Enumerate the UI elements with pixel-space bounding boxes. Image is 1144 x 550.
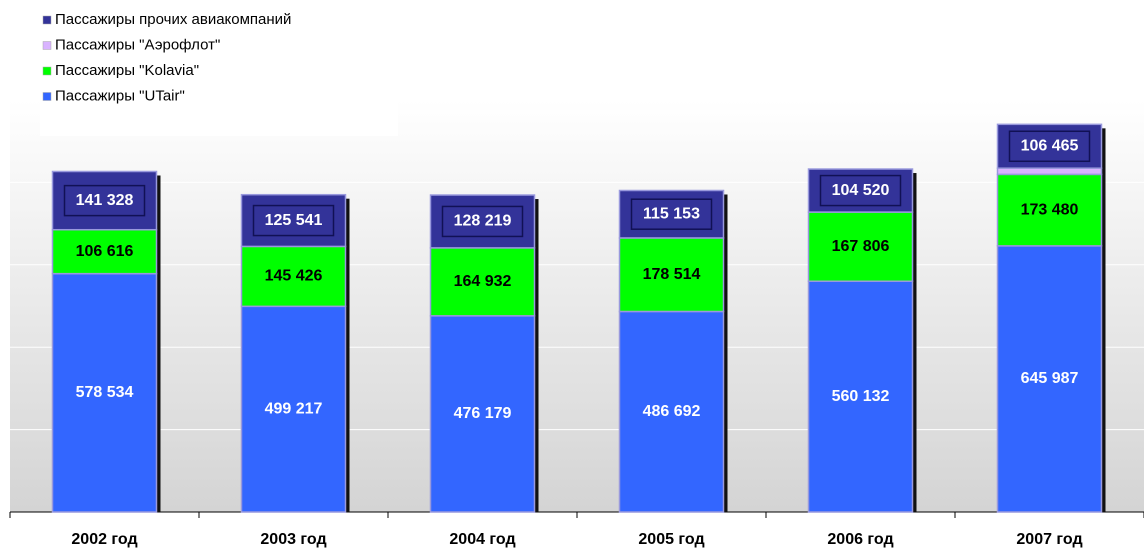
bar-shadow [345, 198, 350, 512]
data-label: 486 692 [643, 403, 701, 420]
data-label: 106 616 [76, 243, 134, 260]
legend-box [40, 4, 398, 136]
data-label: 560 132 [832, 388, 890, 405]
bar-shadow [912, 173, 917, 513]
bar-shadow [156, 175, 161, 512]
x-tick-label: 2007 год [1016, 531, 1082, 548]
legend-label: Пассажиры "Аэрофлот" [55, 36, 220, 53]
legend-marker [42, 92, 52, 101]
data-label: 115 153 [643, 205, 700, 222]
bar-segment [618, 189, 725, 239]
x-tick-label: 2002 год [71, 531, 137, 548]
bar-segment [807, 280, 914, 513]
bar-segment [51, 228, 158, 275]
bar-shadow [1101, 128, 1106, 513]
label-box [252, 204, 335, 237]
x-tick-label: 2003 год [260, 531, 326, 548]
label-box [1008, 130, 1091, 163]
data-label: 167 806 [832, 238, 890, 255]
bar-segment [51, 170, 158, 231]
x-tick-label: 2004 год [449, 531, 515, 548]
bar-segment [240, 193, 347, 248]
data-label: 476 179 [454, 405, 512, 422]
data-label: 128 219 [454, 213, 512, 230]
data-label: 173 480 [1021, 201, 1079, 218]
label-box [63, 184, 146, 217]
data-label: 125 541 [265, 212, 323, 229]
bar-segment [996, 167, 1103, 176]
data-label: 178 514 [643, 266, 701, 283]
bar-segment [240, 305, 347, 513]
data-label: 145 426 [265, 268, 323, 285]
data-label: 141 328 [76, 192, 134, 209]
data-label: 645 987 [1021, 370, 1079, 387]
bar-segment [618, 237, 725, 313]
bar-segment [240, 245, 347, 308]
data-label: 499 217 [265, 400, 323, 417]
data-label: 104 520 [832, 182, 890, 199]
bar-shadow [534, 199, 539, 512]
data-label: 164 932 [454, 273, 512, 290]
bar-shadow [723, 194, 728, 512]
bar-segment [996, 173, 1103, 247]
bar-segment [996, 245, 1103, 513]
bar-segment [429, 315, 536, 513]
data-label: 106 465 [1021, 137, 1079, 154]
bar-segment [807, 211, 914, 282]
legend-marker [42, 66, 52, 76]
bar-segment [429, 194, 536, 249]
label-box [441, 205, 524, 238]
legend-label: Пассажиры прочих авиакомпаний [55, 11, 291, 28]
legend-marker [42, 15, 52, 25]
legend-marker [42, 41, 52, 50]
data-label: 578 534 [76, 384, 134, 401]
plot-area [10, 100, 1144, 512]
x-tick-label: 2006 год [827, 531, 893, 548]
legend-label: Пассажиры "Kolavia" [55, 62, 199, 79]
legend-label: Пассажиры "UTair" [55, 87, 185, 104]
bar-segment [429, 247, 536, 317]
label-box [630, 198, 713, 230]
x-tick-label: 2005 год [638, 531, 704, 548]
label-box [819, 174, 902, 207]
bar-segment [51, 272, 158, 513]
